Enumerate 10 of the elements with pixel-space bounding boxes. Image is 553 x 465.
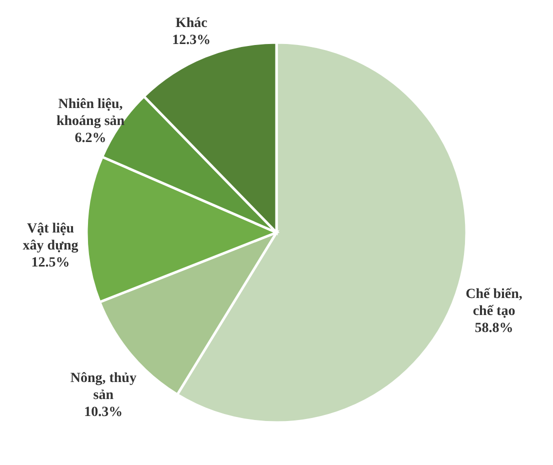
- slice-label: Chế biến, chế tạo: [466, 286, 522, 319]
- slice-label: Vật liệu xây dựng: [22, 222, 78, 254]
- data-label: 12.3%: [172, 33, 211, 48]
- data-label: 10.3%: [84, 404, 123, 420]
- data-label: 58.8%: [474, 320, 514, 336]
- data-label: 6.2%: [74, 131, 106, 146]
- data-label: 12.5%: [31, 256, 70, 271]
- slice-label: Nông, thủy sản: [70, 370, 136, 403]
- slice-label: Nhiên liệu, khoáng sản: [56, 97, 125, 130]
- slice-label: Khác: [175, 16, 208, 32]
